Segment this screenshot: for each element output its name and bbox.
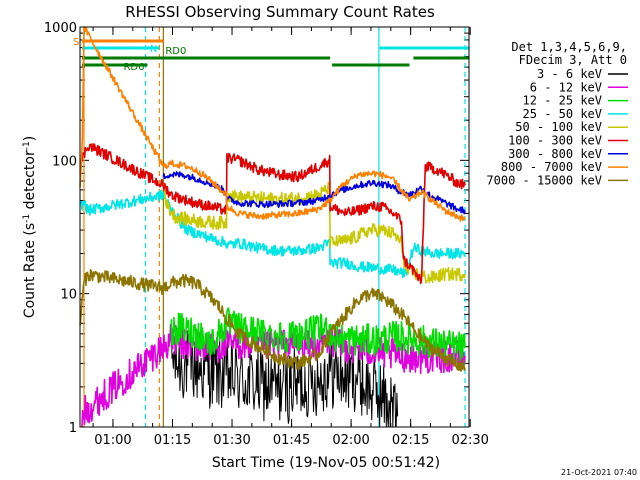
y-axis-label-part-3: ) (22, 136, 38, 141)
flag-label: N (150, 44, 157, 55)
legend-label: 12 - 25 keV (523, 94, 602, 108)
series-line (81, 323, 466, 428)
x-tick-label: 01:30 (213, 433, 250, 448)
legend-label: 100 - 300 keV (508, 134, 602, 148)
y-tick-label: 10 (60, 288, 77, 303)
legend-label: 800 - 7000 keV (501, 160, 602, 174)
x-tick-label: 01:15 (154, 433, 191, 448)
y-tick-label: 1000 (44, 21, 77, 36)
legend-header-line-1: Det 1,3,4,5,6,9, (511, 40, 627, 54)
flag-label: RD6 (123, 62, 144, 73)
y-axis-label-part-1: Count Rate (s (22, 223, 38, 318)
x-tick-label: 02:00 (332, 433, 369, 448)
chart-title: RHESSI Observing Summary Count Rates (125, 3, 435, 21)
legend: Det 1,3,4,5,6,9, FDecim 3, Att 0 3 - 6 k… (486, 40, 628, 187)
x-tick-label: 01:45 (273, 433, 310, 448)
flag-label: RD0 (165, 46, 186, 57)
series-line (162, 181, 466, 284)
legend-header-line-2: FDecim 3, Att 0 (519, 53, 627, 67)
legend-label: 25 - 50 keV (523, 107, 602, 121)
series-line (79, 143, 466, 285)
y-tick-label: 100 (52, 154, 77, 169)
y-axis-label-part-2: detector (22, 150, 38, 214)
x-tick-label: 02:30 (451, 433, 488, 448)
x-tick-label: 01:00 (94, 433, 131, 448)
series-line (79, 189, 466, 279)
legend-label: 6 - 12 keV (530, 80, 602, 94)
y-axis-label: Count Rate (s-1 detector-1) (22, 136, 38, 318)
x-tick-label: 02:15 (392, 433, 429, 448)
legend-label: 3 - 6 keV (537, 67, 602, 81)
series-line (170, 307, 466, 362)
x-axis-label: Start Time (19-Nov-05 00:51:42) (212, 455, 440, 471)
plot-frame (79, 26, 470, 428)
y-axis-label-sup-2: -1 (22, 141, 32, 150)
legend-label: 300 - 800 keV (508, 147, 602, 161)
series-line (79, 268, 466, 372)
y-axis-label-sup-1: -1 (22, 214, 32, 223)
series-line (79, 26, 466, 222)
footer-timestamp: 21-Oct-2021 07:40 (561, 468, 637, 477)
legend-label: 7000 - 15000 keV (486, 173, 602, 187)
flag-label: S (73, 37, 79, 48)
y-tick-label: 1 (69, 421, 77, 436)
legend-label: 50 - 100 keV (515, 120, 602, 134)
plot-layer: 01:00 01:15 01:30 01:45 02:00 02:15 02:30 1 10 10… (44, 21, 489, 448)
